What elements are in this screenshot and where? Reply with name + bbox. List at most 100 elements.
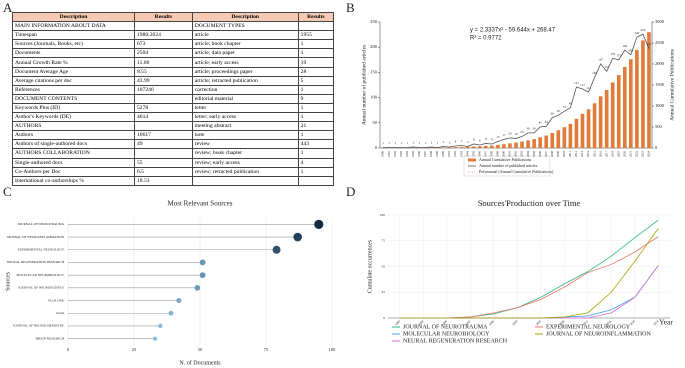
cell: article; data paper	[191, 48, 299, 59]
x-tick-label: 1997	[483, 151, 487, 158]
legend-label: JOURNAL OF NEUROINFLAMMATION	[546, 331, 651, 337]
table-row: AUTHORS meeting abstract 31	[12, 121, 335, 132]
y-axis-label: Cumulate occurrences	[367, 239, 373, 293]
cell: International co-authorships %	[12, 175, 135, 186]
x-tick-label: 1987	[423, 151, 427, 158]
cell: article; retracted publication	[191, 75, 299, 86]
data-label: 13	[496, 135, 500, 139]
y-tick-label: GLIA	[56, 311, 64, 315]
data-label: 220	[634, 31, 639, 35]
x-tick-label: 2003	[520, 151, 524, 158]
cell: 6.5	[133, 166, 193, 177]
y-tick-label: PLOS ONE	[48, 298, 64, 302]
cell: 11.06	[133, 57, 193, 68]
cell: 5	[297, 75, 335, 86]
y2-tick-label: 2500	[655, 40, 665, 45]
table-row: Author's Keywords (DE) 4614 letter; early …	[12, 112, 335, 123]
x-tick-label: 2024	[652, 319, 659, 326]
cell: article; book chapter	[191, 39, 299, 50]
x-tick-label: 2001	[508, 151, 512, 158]
x-tick-label: 1992	[464, 319, 471, 326]
x-tick-label: 2017	[604, 151, 608, 158]
bar	[514, 142, 518, 148]
data-label: 140	[592, 71, 597, 75]
data-label: 111	[586, 86, 591, 90]
bar	[502, 144, 506, 148]
bar	[453, 147, 458, 148]
x-tick-label: 1990	[441, 151, 445, 158]
y-tick-label: 50	[373, 120, 378, 125]
y-tick-label: 150	[370, 69, 378, 74]
bar	[483, 145, 488, 148]
x-tick-label: 2012	[574, 151, 578, 158]
bar	[520, 141, 524, 148]
table-row: Authors 10617 note 1	[12, 130, 335, 141]
cell: 28	[297, 66, 335, 77]
y-axis-label: Sources	[5, 271, 11, 291]
y-tick-label: 50	[382, 264, 386, 268]
data-label: 65	[557, 109, 561, 113]
bar	[598, 96, 603, 148]
data-label: 43	[545, 120, 549, 124]
bar	[610, 82, 615, 148]
cell: review; early access	[191, 157, 299, 168]
header-cell: Description	[12, 11, 135, 23]
x-tick-label: 1995	[471, 151, 475, 158]
lollipop-dot	[152, 336, 158, 341]
cell: Co-Authors per Doc	[12, 166, 135, 177]
empty-cell	[133, 121, 193, 132]
cell: 8.55	[133, 66, 193, 77]
data-label: 23	[520, 130, 524, 134]
cell: 19	[297, 57, 335, 68]
y-axis-label: Annual number of published articles	[360, 45, 367, 125]
cell: 1955	[297, 30, 335, 41]
data-label: 3	[467, 140, 469, 144]
y2-axis-label: Annual Cumulative Publications	[669, 49, 675, 121]
y-tick-label: 0	[383, 316, 385, 320]
bar	[544, 135, 549, 148]
table-row: Document Average Age 8.55 article; proceed…	[12, 66, 335, 77]
cell: 1	[297, 102, 335, 114]
table-row: Keywords Plus (ID) 5278 letter 1	[12, 102, 335, 114]
y-tick-label: BRAIN RESEARCH	[36, 336, 65, 340]
x-tick-label: 2004	[526, 151, 530, 158]
cell: Annual Growth Rate %	[12, 57, 135, 68]
x-tick-label: 100	[329, 347, 337, 352]
cell: 1	[297, 48, 335, 59]
cell: Average citations per doc	[12, 75, 135, 86]
bar	[550, 133, 555, 148]
data-label: 1	[418, 141, 420, 145]
cell: References	[12, 84, 135, 95]
bar	[647, 32, 651, 148]
data-label: 2	[431, 141, 433, 145]
x-tick-label: 1991	[447, 151, 451, 158]
bar	[629, 59, 633, 148]
cell: 31	[297, 121, 335, 132]
x-tick-label: 1983	[399, 151, 403, 158]
bar	[441, 147, 446, 148]
x-tick-label: 2009	[556, 151, 560, 158]
bar	[604, 89, 609, 148]
table-row: DOCUMENT CONTENTS editorial material 9	[12, 93, 335, 104]
y2-tick-label: 3000	[655, 19, 665, 24]
y-tick-label: JOURNAL OF NEUROTRAUMA	[18, 222, 65, 226]
x-tick-label: 2023	[641, 151, 645, 158]
x-tick-label: 1980	[381, 151, 385, 158]
data-label: 6	[479, 139, 481, 143]
cell: article; early access	[191, 57, 299, 68]
data-line	[399, 228, 659, 319]
bar	[635, 49, 639, 148]
cell: Documents	[12, 48, 135, 59]
cell: 1	[297, 166, 335, 177]
x-tick-label: 2014	[586, 151, 590, 158]
lollipop-dot	[272, 245, 281, 254]
y-tick-label: 200	[370, 44, 378, 49]
y-tick-label: JOURNAL OF NEUROCHEMISTRY	[13, 324, 65, 328]
y-tick-label: 100	[380, 213, 386, 217]
data-label: 2	[449, 141, 451, 145]
y2-tick-label: 1000	[655, 103, 665, 108]
data-line	[383, 33, 650, 148]
bar	[496, 144, 500, 148]
legend-label: Annual Cumulative Publications	[479, 157, 532, 162]
